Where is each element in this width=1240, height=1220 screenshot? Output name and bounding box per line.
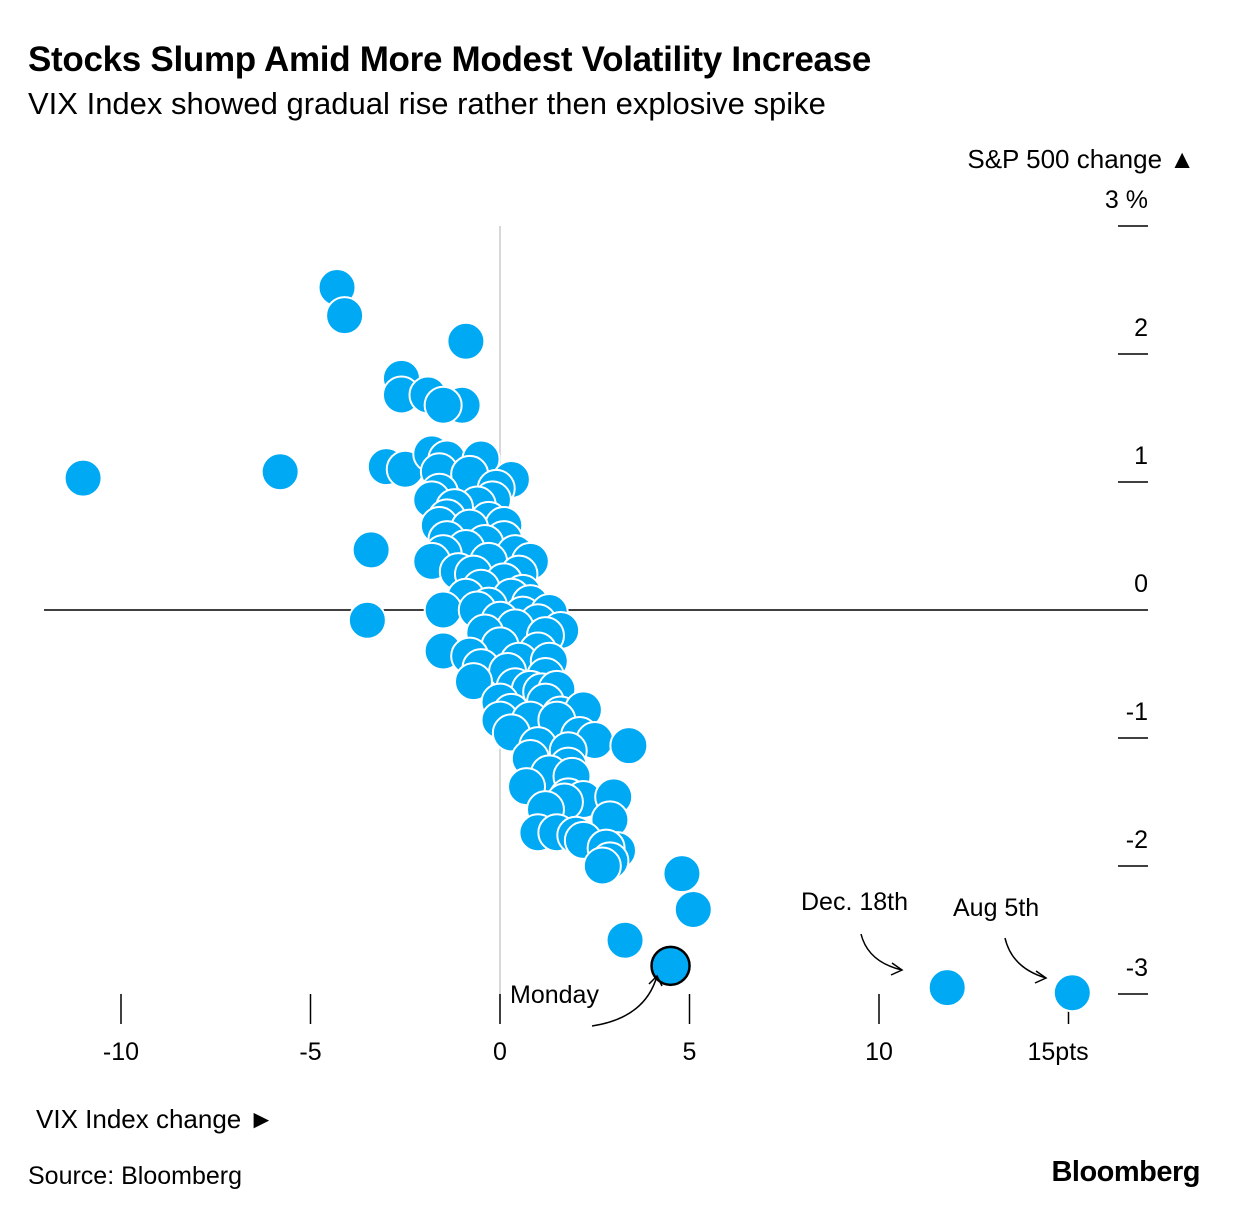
source-note: Source: Bloomberg: [28, 1162, 243, 1190]
annotation-monday-arrowhead: [648, 974, 663, 987]
y-tick-label: 2: [1134, 314, 1148, 342]
data-point: [423, 385, 463, 425]
data-point: [662, 854, 702, 894]
annotation-dec18-label: Dec. 18th: [801, 888, 908, 916]
data-point: [582, 846, 622, 886]
x-axis-label: VIX Index change ►: [36, 1104, 275, 1134]
x-tick-label: -5: [299, 1038, 321, 1066]
y-tick-label: -2: [1126, 826, 1148, 854]
data-point: [927, 968, 967, 1008]
data-point: [446, 321, 486, 361]
x-tick-label: 10: [865, 1038, 893, 1066]
data-point: [63, 458, 103, 498]
data-point: [673, 890, 713, 930]
y-tick-label: -1: [1126, 698, 1148, 726]
y-axis-label: S&P 500 change ▲: [967, 144, 1195, 174]
annotation-monday-label: Monday: [510, 981, 599, 1009]
annotation-aug5-label: Aug 5th: [953, 894, 1039, 922]
y-tick-label: 0: [1134, 570, 1148, 598]
y-tick-label: -3: [1126, 954, 1148, 982]
data-point: [347, 600, 387, 640]
annotation-aug5-arrowhead: [1034, 970, 1048, 984]
chart-title: Stocks Slump Amid More Modest Volatility…: [28, 40, 872, 79]
data-point: [351, 530, 391, 570]
x-tick-label: 5: [683, 1038, 697, 1066]
data-point: [1052, 973, 1092, 1013]
data-point: [260, 452, 300, 492]
annotation-monday-arrow: [591, 975, 658, 1027]
annotation-dec18-arrowhead: [890, 962, 904, 976]
x-tick-label: 0: [493, 1038, 507, 1066]
y-tick-label: 1: [1134, 442, 1148, 470]
y-tick-label: 3 %: [1105, 186, 1148, 214]
data-point: [609, 726, 649, 766]
annotation-dec18-arrow: [860, 933, 903, 971]
x-tick-label: 15pts: [1028, 1038, 1089, 1066]
bloomberg-logo: Bloomberg: [1051, 1156, 1200, 1188]
data-point: [325, 296, 365, 336]
annotation-aug5-arrow: [1004, 937, 1047, 979]
x-tick-label: -10: [103, 1038, 139, 1066]
data-point: [453, 662, 493, 702]
highlight-point-monday: [650, 945, 691, 987]
chart-subtitle: VIX Index showed gradual rise rather the…: [28, 86, 826, 121]
data-point: [605, 920, 645, 960]
data-point: [423, 590, 463, 630]
